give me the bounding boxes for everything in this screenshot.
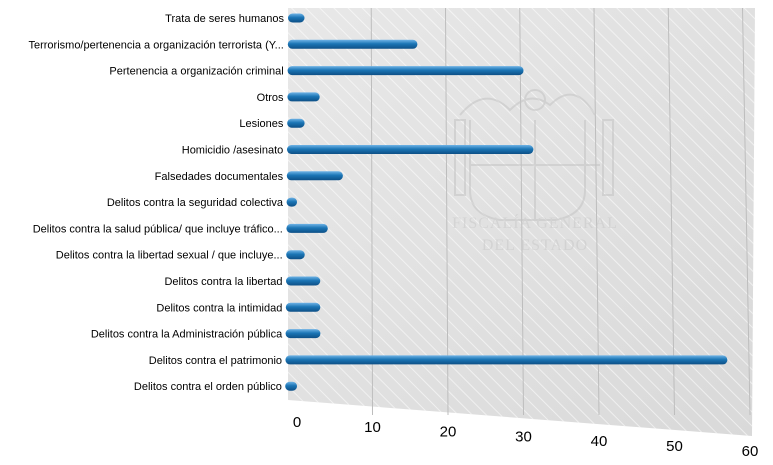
gridline [742, 7, 751, 416]
category-label: Delitos contra la libertad [164, 276, 282, 288]
bar [286, 223, 328, 233]
x-tick-label: 0 [293, 414, 301, 431]
category-label: Delitos contra la libertad sexual / que … [56, 250, 283, 262]
bar [286, 197, 297, 207]
watermark-line-2: DEL ESTADO [482, 237, 588, 254]
x-tick-label: 40 [591, 433, 608, 450]
category-label: Delitos contra el orden público [134, 381, 282, 393]
x-tick-label: 20 [440, 424, 457, 441]
x-tick-labels: 0 10 20 30 40 50 60 [293, 414, 759, 460]
category-label: Lesiones [239, 118, 284, 130]
bar [285, 329, 321, 339]
bar [287, 92, 320, 102]
x-tick-label: 10 [364, 419, 381, 436]
category-label: Delitos contra la intimidad [156, 302, 282, 314]
category-label: Otros [257, 92, 284, 104]
bar [288, 13, 305, 23]
watermark-seal: FISCALÍA GENERAL DEL ESTADO [452, 89, 618, 254]
gridline [370, 7, 373, 416]
category-label: Delitos contra la salud pública/ que inc… [33, 223, 283, 235]
watermark-line-1: FISCALÍA GENERAL [452, 213, 618, 232]
gridline [519, 7, 524, 416]
bar [286, 250, 305, 260]
category-label: Terrorismo/pertenencia a organización te… [28, 39, 283, 51]
gridline [593, 7, 600, 416]
bar [286, 276, 321, 286]
category-label: Homicidio /asesinato [182, 145, 284, 157]
category-label: Delitos contra la seguridad colectiva [107, 197, 284, 209]
category-label: Pertenencia a organización criminal [109, 66, 283, 78]
x-tick-label: 50 [666, 438, 683, 455]
gridline [667, 7, 675, 416]
gridline [445, 7, 449, 416]
coat-of-arms-icon [454, 89, 614, 221]
plot-area [288, 7, 755, 436]
bars [285, 13, 728, 391]
bar [285, 355, 728, 365]
category-label: Falsedades documentales [155, 171, 284, 183]
bar [287, 66, 524, 76]
gridlines [370, 7, 751, 416]
x-tick-label: 30 [515, 428, 532, 445]
bar [285, 381, 297, 391]
bar [287, 145, 534, 154]
category-label: Delitos contra la Administración pública [91, 329, 283, 341]
x-tick-label: 60 [742, 443, 759, 460]
bar [287, 39, 418, 49]
category-label: Delitos contra el patrimonio [149, 355, 282, 367]
bar [287, 118, 305, 128]
bar [286, 171, 343, 181]
bar [285, 302, 321, 312]
category-labels: Trata de seres humanos Terrorismo/pertene… [28, 13, 284, 393]
category-label: Trata de seres humanos [165, 13, 284, 25]
